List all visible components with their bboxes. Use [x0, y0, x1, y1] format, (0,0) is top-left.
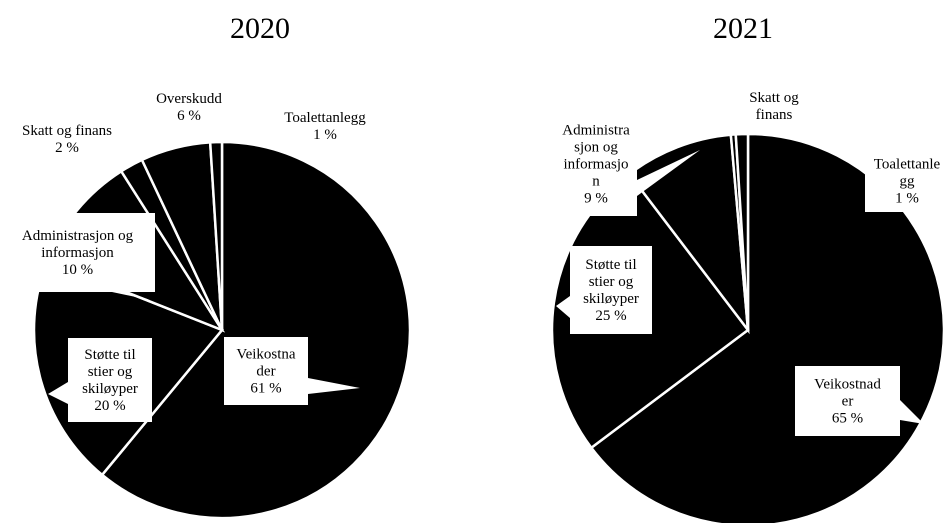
- svg-text:skiløyper: skiløyper: [583, 291, 639, 307]
- svg-text:Støtte til: Støtte til: [84, 347, 135, 363]
- svg-text:der: der: [256, 364, 275, 380]
- svg-text:6 %: 6 %: [177, 108, 201, 124]
- svg-text:skiløyper: skiløyper: [82, 381, 138, 397]
- svg-text:10 %: 10 %: [62, 262, 93, 278]
- pie-slice-veikostnader: [100, 140, 412, 520]
- svg-text:Administra: Administra: [562, 123, 630, 139]
- svg-text:1 %: 1 %: [895, 191, 919, 207]
- svg-text:2 %: 2 %: [55, 140, 79, 156]
- svg-text:65 %: 65 %: [832, 411, 863, 427]
- svg-text:Toalettanlegg: Toalettanlegg: [284, 110, 366, 126]
- svg-text:informasjon: informasjon: [41, 245, 114, 261]
- pie-slice-toalettanlegg: [734, 132, 750, 331]
- svg-text:1 %: 1 %: [313, 127, 337, 143]
- svg-text:9 %: 9 %: [584, 191, 608, 207]
- svg-text:25 %: 25 %: [595, 308, 626, 324]
- svg-text:Overskudd: Overskudd: [156, 91, 222, 107]
- svg-text:Støtte til: Støtte til: [585, 257, 636, 273]
- svg-text:stier og: stier og: [589, 274, 634, 290]
- svg-text:61 %: 61 %: [250, 381, 281, 397]
- svg-text:Administrasjon og: Administrasjon og: [22, 228, 134, 244]
- svg-text:gg: gg: [900, 174, 916, 190]
- svg-text:stier og: stier og: [88, 364, 133, 380]
- svg-text:Skatt og: Skatt og: [749, 90, 799, 106]
- svg-text:finans: finans: [756, 107, 793, 123]
- svg-text:Veikostnad: Veikostnad: [814, 377, 881, 393]
- svg-text:er: er: [842, 394, 854, 410]
- svg-text:informasjo: informasjo: [564, 157, 629, 173]
- svg-text:Veikostna: Veikostna: [236, 347, 296, 363]
- svg-text:sjon og: sjon og: [574, 140, 618, 156]
- svg-text:n: n: [592, 174, 600, 190]
- pie-slice-toalettanlegg: [208, 140, 224, 331]
- svg-text:20 %: 20 %: [94, 398, 125, 414]
- chart-title-2020: 2020: [230, 12, 290, 45]
- svg-text:Skatt og finans: Skatt og finans: [22, 123, 112, 139]
- chart-title-2021: 2021: [713, 12, 773, 45]
- svg-text:Toalettanle: Toalettanle: [874, 157, 941, 173]
